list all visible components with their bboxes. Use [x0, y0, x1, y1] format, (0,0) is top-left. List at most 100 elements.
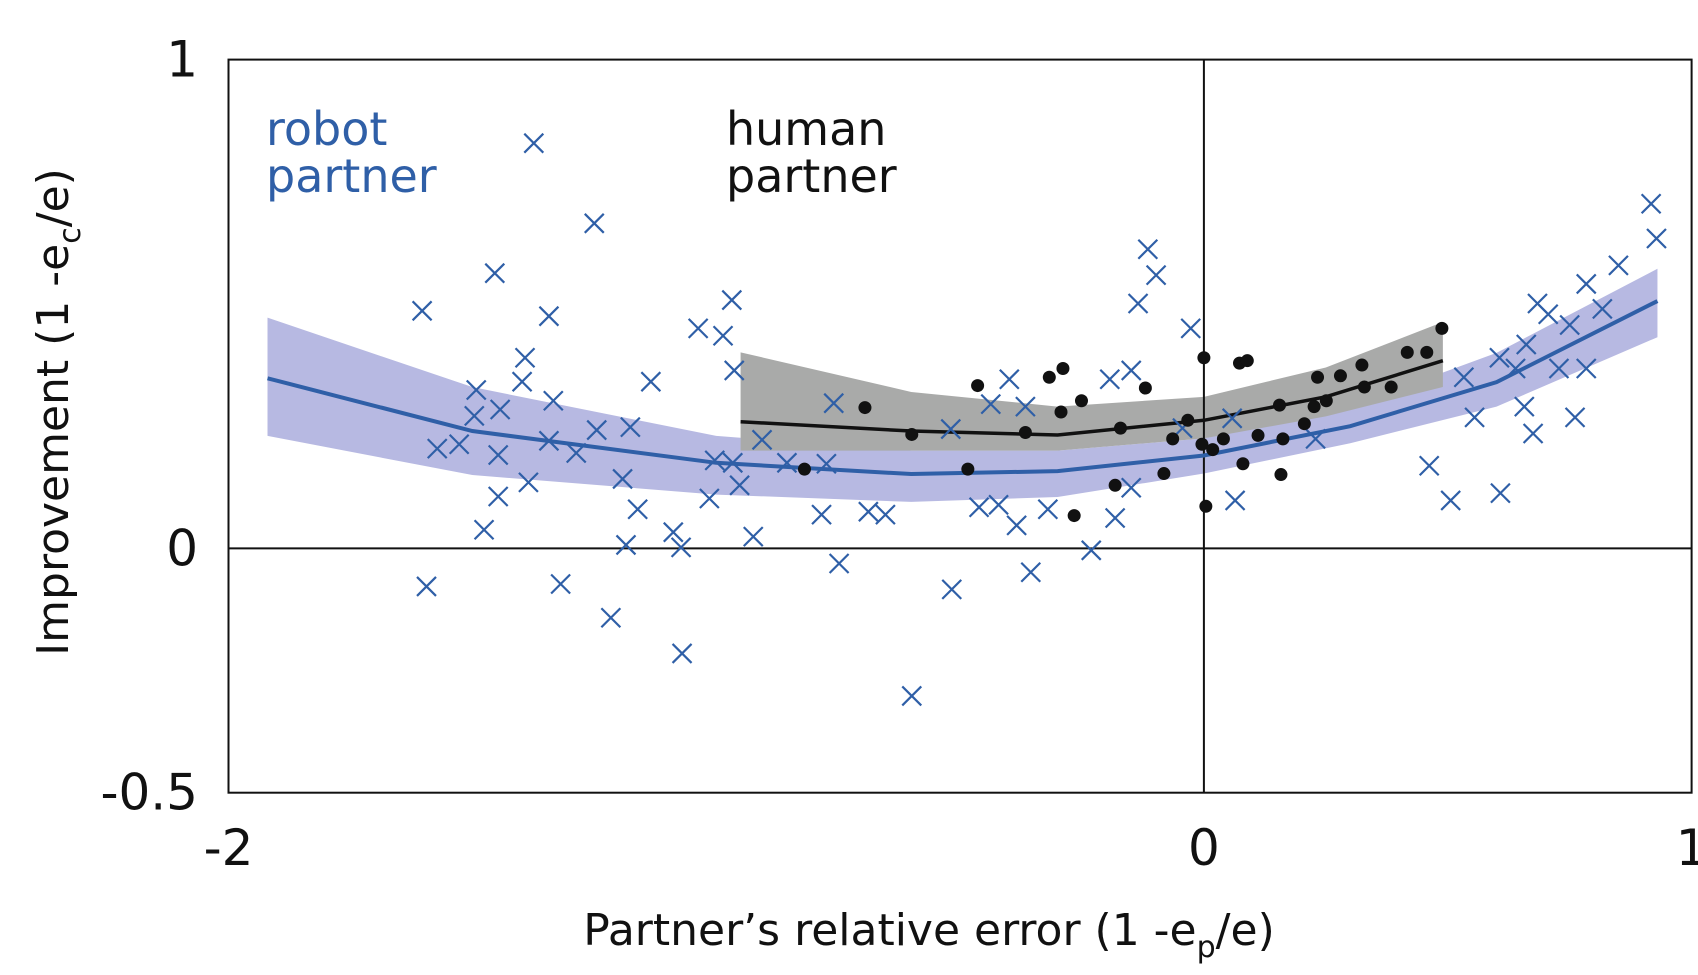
- cross-point: [600, 607, 622, 629]
- cross-point: [940, 418, 962, 440]
- dot-point: [1311, 370, 1325, 384]
- cross-point: [901, 685, 923, 707]
- cross-point: [615, 534, 637, 556]
- cross-point: [1104, 507, 1126, 529]
- cross-point: [627, 498, 648, 520]
- x-tick-label: 0: [1188, 819, 1220, 877]
- cross-point: [816, 453, 837, 475]
- cross-point: [1505, 358, 1526, 379]
- cross-point: [704, 450, 726, 471]
- cross-point: [473, 519, 495, 541]
- cross-point: [1037, 498, 1059, 520]
- cross-point: [1608, 255, 1629, 276]
- cross-point: [968, 497, 990, 518]
- cross-point: [464, 405, 485, 427]
- subscript: p: [1197, 930, 1216, 965]
- dot-point: [1357, 380, 1371, 394]
- dot-point: [1240, 354, 1254, 368]
- dot-point: [971, 379, 985, 393]
- cross-point: [1489, 347, 1510, 369]
- y-tick-label: -0.5: [100, 764, 198, 822]
- dot-point: [1307, 400, 1321, 414]
- cross-point: [612, 468, 633, 490]
- dot-point: [1276, 432, 1290, 446]
- series-label: human partner: [726, 102, 901, 203]
- cross-point: [828, 553, 850, 574]
- cross-point: [941, 579, 963, 600]
- dot-point: [1206, 443, 1220, 457]
- dot-point: [797, 462, 811, 476]
- cross-point: [1575, 358, 1597, 379]
- cross-point: [518, 472, 539, 493]
- cross-point: [426, 438, 448, 459]
- cross-point: [1015, 396, 1036, 417]
- cross-point: [723, 360, 745, 381]
- cross-point: [1527, 293, 1548, 314]
- cross-point: [670, 537, 692, 558]
- dot-point: [1138, 381, 1152, 395]
- cross-point: [1127, 293, 1149, 314]
- cross-point: [1080, 540, 1102, 561]
- dot-point: [1042, 370, 1056, 384]
- dot-point: [1108, 478, 1122, 492]
- cross-point: [1120, 360, 1142, 381]
- dot-point: [1018, 426, 1032, 440]
- dot-point: [1274, 468, 1288, 482]
- dot-point: [1166, 432, 1180, 446]
- dot-point: [1216, 432, 1230, 446]
- cross-point: [687, 318, 709, 339]
- cross-point: [487, 444, 509, 466]
- dot-point: [1114, 421, 1128, 435]
- label-part: Partner’s relative error (1 -e: [583, 905, 1196, 956]
- cross-point: [980, 393, 1002, 415]
- cross-point: [1006, 515, 1027, 536]
- cross-point: [1020, 562, 1042, 583]
- cross-point: [523, 132, 545, 154]
- confidence-band: [740, 322, 1443, 451]
- cross-point: [411, 300, 433, 322]
- cross-point: [1221, 408, 1243, 429]
- dot-point: [1054, 405, 1068, 419]
- cross-point: [1180, 318, 1202, 339]
- cross-point: [823, 392, 845, 414]
- cross-point: [729, 475, 750, 496]
- cross-point: [1440, 490, 1461, 511]
- cross-point: [988, 494, 1009, 516]
- series-label: robot partner: [266, 102, 437, 203]
- cross-point: [858, 501, 879, 522]
- dot-point: [1074, 394, 1088, 408]
- cross-point: [712, 325, 734, 347]
- dot-point: [1195, 437, 1209, 451]
- cross-point: [721, 289, 743, 311]
- dot-point: [1251, 428, 1265, 442]
- cross-point: [663, 521, 684, 543]
- cross-point: [811, 504, 832, 525]
- dot-point: [1157, 467, 1171, 481]
- dot-point: [1056, 361, 1070, 375]
- cross-point: [999, 368, 1020, 390]
- cross-point: [1490, 482, 1511, 504]
- cross-point: [1099, 368, 1121, 390]
- dot-point: [1181, 413, 1195, 427]
- cross-point: [751, 429, 773, 451]
- cross-point: [583, 213, 605, 234]
- cross-point: [1137, 238, 1159, 260]
- cross-point: [776, 452, 798, 474]
- cross-point: [1559, 314, 1580, 336]
- cross-point: [699, 488, 720, 509]
- cross-point: [484, 262, 506, 284]
- dot-point: [1197, 351, 1211, 365]
- cross-point: [671, 643, 693, 664]
- cross-point: [1640, 193, 1662, 215]
- cross-point: [1514, 396, 1535, 417]
- cross-point: [722, 452, 744, 474]
- x-tick-label: -2: [204, 819, 254, 877]
- label-part: Improvement (1 -e: [28, 244, 79, 656]
- cross-point: [448, 433, 470, 455]
- cross-point: [1575, 273, 1597, 295]
- cross-point: [640, 371, 662, 392]
- cross-point: [1418, 455, 1440, 477]
- label-part: /e): [28, 168, 79, 227]
- cross-point: [742, 526, 764, 547]
- dot-point: [1384, 380, 1398, 394]
